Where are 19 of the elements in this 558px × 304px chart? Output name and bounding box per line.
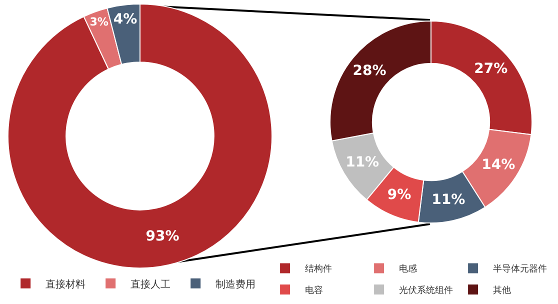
legend-label: 结构件 xyxy=(305,264,332,275)
legend-label: 直接人工 xyxy=(130,278,171,290)
data-label: 11% xyxy=(346,154,380,171)
data-label: 9% xyxy=(387,187,412,204)
data-label: 11% xyxy=(432,192,466,208)
legend-label: 光伏系统组件 xyxy=(399,285,454,296)
legend-label: 电感 xyxy=(399,264,418,275)
legend-label: 直接材料 xyxy=(46,278,86,290)
legend-label: 其他 xyxy=(493,285,512,296)
legend-label: 半导体元器件 xyxy=(493,264,548,275)
data-label: 93% xyxy=(146,228,180,244)
data-label: 27% xyxy=(474,61,508,78)
legend-label: 制造费用 xyxy=(216,278,256,290)
data-label: 28% xyxy=(352,63,386,80)
data-label: 3% xyxy=(90,16,109,29)
data-label: 14% xyxy=(482,156,516,173)
legend-label: 电容 xyxy=(305,285,324,296)
donut-slice xyxy=(8,4,272,268)
data-label: 4% xyxy=(113,12,138,28)
